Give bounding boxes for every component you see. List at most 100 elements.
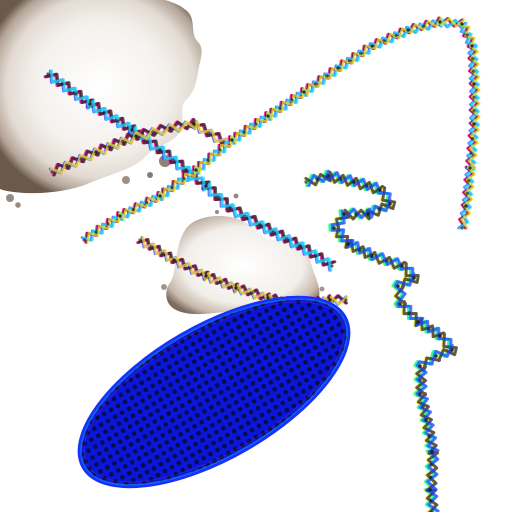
zigzag-stroke-middle-dot — [344, 298, 348, 302]
zigzag-stroke-cross-a-dot — [271, 230, 275, 234]
zigzag-stroke-green-right-dot — [428, 488, 432, 492]
zigzag-stroke-long-curve-dot — [242, 130, 246, 134]
zigzag-stroke-long-curve-dot — [471, 69, 475, 73]
zigzag-stroke-cross-a-dot — [258, 223, 262, 227]
zigzag-stroke-green-right-dot — [398, 302, 402, 306]
zigzag-stroke-green-right-dot — [346, 242, 350, 246]
zigzag-stroke-long-curve-dot — [182, 177, 186, 181]
zigzag-stroke-green-right-dot — [339, 177, 343, 181]
zigzag-stroke-middle-dot — [234, 286, 238, 290]
zigzag-stroke-green-right-dot — [358, 248, 362, 252]
zigzag-stroke-cross-b-dot — [50, 170, 54, 174]
zigzag-stroke-green-right-dot — [366, 212, 370, 216]
zigzag-stroke-cross-a-dot — [314, 254, 318, 258]
zigzag-stroke-green-right-dot — [450, 348, 454, 352]
zigzag-stroke-long-curve-dot — [131, 207, 135, 211]
zigzag-stroke-cross-b-dot — [107, 145, 111, 149]
zigzag-stroke-long-curve-dot — [406, 28, 410, 32]
zigzag-stroke-middle-dot — [204, 274, 208, 278]
zigzag-stroke-long-curve-dot — [206, 158, 210, 162]
zigzag-stroke-cross-a-dot — [171, 158, 175, 162]
zigzag-stroke-cross-a-dot — [228, 206, 232, 210]
zigzag-stroke-green-right-dot — [418, 378, 422, 382]
zigzag-stroke-long-curve-dot — [106, 222, 110, 226]
zigzag-stroke-long-curve-dot — [382, 39, 386, 43]
zigzag-stroke-cross-a-dot — [298, 244, 302, 248]
zigzag-stroke-cross-b-dot — [79, 157, 83, 161]
zigzag-stroke-long-curve-dot — [290, 98, 294, 102]
zigzag-stroke-green-right-dot — [424, 418, 428, 422]
blue-dotted-ellipse — [77, 295, 351, 489]
zigzag-stroke-long-curve-dot — [394, 33, 398, 37]
zigzag-stroke-long-curve-dot — [118, 214, 122, 218]
zigzag-stroke-cross-a-dot — [204, 184, 208, 188]
zigzag-stroke-long-curve-dot — [82, 238, 86, 242]
zigzag-stroke-cross-b-dot — [134, 134, 138, 138]
zigzag-stroke-middle-dot — [161, 251, 165, 255]
zigzag-stroke-cross-b-dot — [207, 131, 211, 135]
zigzag-stroke-long-curve-dot — [472, 95, 476, 99]
zigzag-stroke-long-curve-dot — [370, 44, 374, 48]
zigzag-stroke-green-right-dot — [385, 259, 389, 263]
zigzag-stroke-long-curve-dot — [472, 109, 476, 113]
zigzag-stroke-cross-b-dot — [65, 163, 69, 167]
zigzag-stroke-long-curve-dot — [254, 122, 258, 126]
zigzag-stroke-green-right-dot — [304, 180, 308, 184]
zigzag-stroke-long-curve-dot — [460, 22, 464, 26]
zigzag-stroke-long-curve-dot — [460, 226, 464, 230]
zigzag-stroke-long-curve-dot — [471, 57, 475, 61]
zigzag-stroke-long-curve — [80, 16, 481, 244]
zigzag-stroke-long-curve-dot — [218, 148, 222, 152]
zigzag-stroke-green-right-dot — [418, 364, 422, 368]
zigzag-stroke-cross-a-dot — [216, 195, 220, 199]
zigzag-stroke-long-curve-dot — [472, 122, 476, 126]
zigzag-stroke-green-right-dot — [378, 188, 382, 192]
zigzag-stroke-long-curve-dot — [194, 168, 198, 172]
zigzag-stroke-green-right-dot — [342, 212, 346, 216]
zigzag-stroke-long-curve-dot — [465, 191, 469, 195]
zigzag-stroke-middle-dot — [188, 266, 192, 270]
zigzag-stroke-green-right-dot — [427, 434, 431, 438]
zigzag-stroke-cross-a-dot — [60, 82, 64, 86]
zigzag-stroke-long-curve-dot — [158, 194, 162, 198]
zigzag-stroke-cross-a-dot — [102, 111, 106, 115]
zigzag-stroke-long-curve-dot — [471, 137, 475, 141]
zigzag-stroke-green-right-dot — [354, 212, 358, 216]
zigzag-stroke-cross-b-dot — [121, 139, 125, 143]
zigzag-stroke-green-right-dot — [388, 202, 392, 206]
zigzag-stroke-long-curve-dot — [313, 82, 317, 86]
zigzag-stroke-green-right-dot — [332, 226, 336, 230]
zigzag-stroke-long-curve-layer-5 — [86, 16, 481, 244]
zigzag-stroke-long-curve-dot — [467, 179, 471, 183]
zigzag-stroke-green-right-dot — [370, 254, 374, 258]
zigzag-stroke-long-curve-dot — [347, 59, 351, 63]
zigzag-stroke-green-right-dot — [377, 207, 381, 211]
zigzag-stroke-middle-dot — [219, 280, 223, 284]
zigzag-stroke-green-right-dot — [429, 499, 433, 503]
zigzag-stroke-long-curve-dot — [302, 90, 306, 94]
zigzag-stroke-long-curve-dot — [145, 201, 149, 205]
zigzag-stroke-long-curve-dot — [422, 24, 426, 28]
zigzag-stroke-cross-a-dot — [88, 102, 92, 106]
zigzag-stroke-cross-b-layer-4 — [50, 119, 229, 175]
zigzag-stroke-cross-a-dot — [285, 237, 289, 241]
zigzag-stroke-middle-dot — [328, 298, 332, 302]
zigzag-stroke-long-curve-dots — [82, 20, 476, 242]
zigzag-stroke-cross-a-dot — [184, 168, 188, 172]
zigzag-stroke-long-curve-dot — [469, 151, 473, 155]
zigzag-stroke-green-right-layer-5 — [307, 169, 454, 512]
paint-splash-large — [0, 0, 202, 208]
zigzag-stroke-cross-b-dot — [168, 126, 172, 130]
zigzag-stroke-long-curve-dot — [230, 138, 234, 142]
zigzag-stroke-green-right-dot — [412, 276, 416, 280]
zigzag-stroke-green-right-dot — [434, 354, 438, 358]
zigzag-stroke-long-curve-dot — [468, 166, 472, 170]
zigzag-stroke-cross-b — [48, 117, 229, 177]
zigzag-stroke-middle-dot — [266, 296, 270, 300]
zigzag-stroke-cross-a-dot — [116, 119, 120, 123]
zigzag-stroke-middle-dot — [250, 291, 254, 295]
zigzag-stroke-long-curve-dot — [325, 74, 329, 78]
zigzag-stroke-green-right-dot — [400, 264, 404, 268]
zigzag-stroke-cross-a-dot — [158, 148, 162, 152]
